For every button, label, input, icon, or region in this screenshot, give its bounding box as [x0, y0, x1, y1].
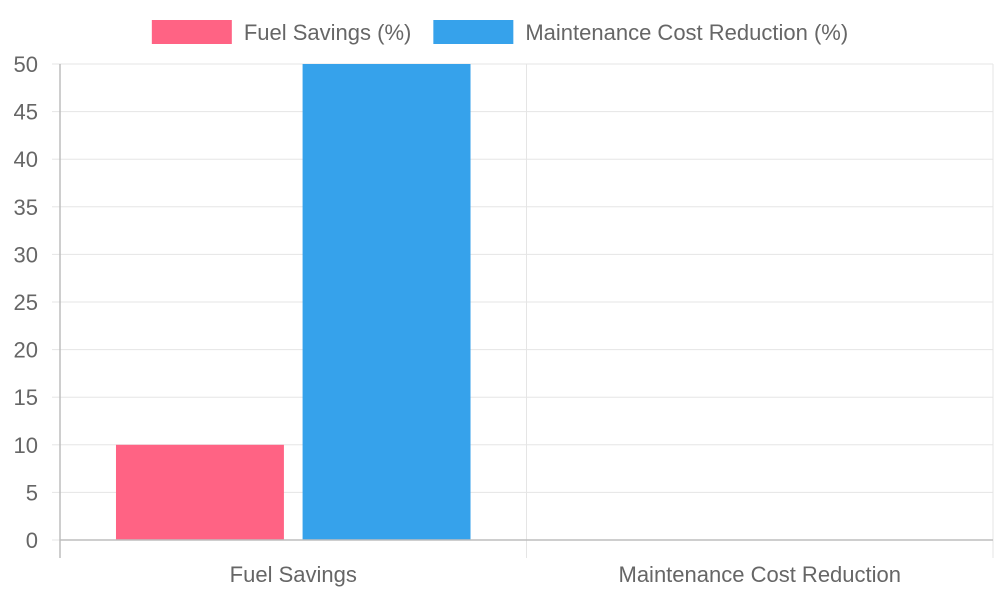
axes: 0 5 10 15 20 25 30 35 40 45 50 Fuel Savings Maintena… [14, 52, 993, 587]
y-tick-label: 5 [26, 480, 38, 505]
legend-swatch [433, 20, 514, 44]
legend-swatch [151, 20, 232, 44]
y-tick-label: 10 [14, 433, 38, 458]
y-tick-label: 50 [14, 52, 38, 77]
legend-label: Maintenance Cost Reduction (%) [525, 20, 848, 45]
y-tick-label: 30 [14, 242, 38, 267]
y-tick-label: 0 [26, 528, 38, 553]
bar-fuel-savings[interactable] [115, 444, 284, 540]
legend-item-maintenance-cost-reduction[interactable]: Maintenance Cost Reduction (%) [433, 20, 848, 45]
bar-maintenance-cost-reduction[interactable] [302, 64, 471, 540]
y-tick-label: 45 [14, 100, 38, 125]
y-tick-label: 20 [14, 338, 38, 363]
legend[interactable]: Fuel Savings (%) Maintenance Cost Reducti… [151, 20, 848, 45]
legend-label: Fuel Savings (%) [244, 20, 412, 45]
y-tick-label: 35 [14, 195, 38, 220]
bars [115, 64, 471, 540]
y-tick-label: 25 [14, 290, 38, 315]
y-tick-label: 15 [14, 385, 38, 410]
y-tick-label: 40 [14, 147, 38, 172]
legend-item-fuel-savings[interactable]: Fuel Savings (%) [151, 20, 412, 45]
x-tick-label: Fuel Savings [230, 562, 357, 587]
x-tick-label: Maintenance Cost Reduction [619, 562, 902, 587]
